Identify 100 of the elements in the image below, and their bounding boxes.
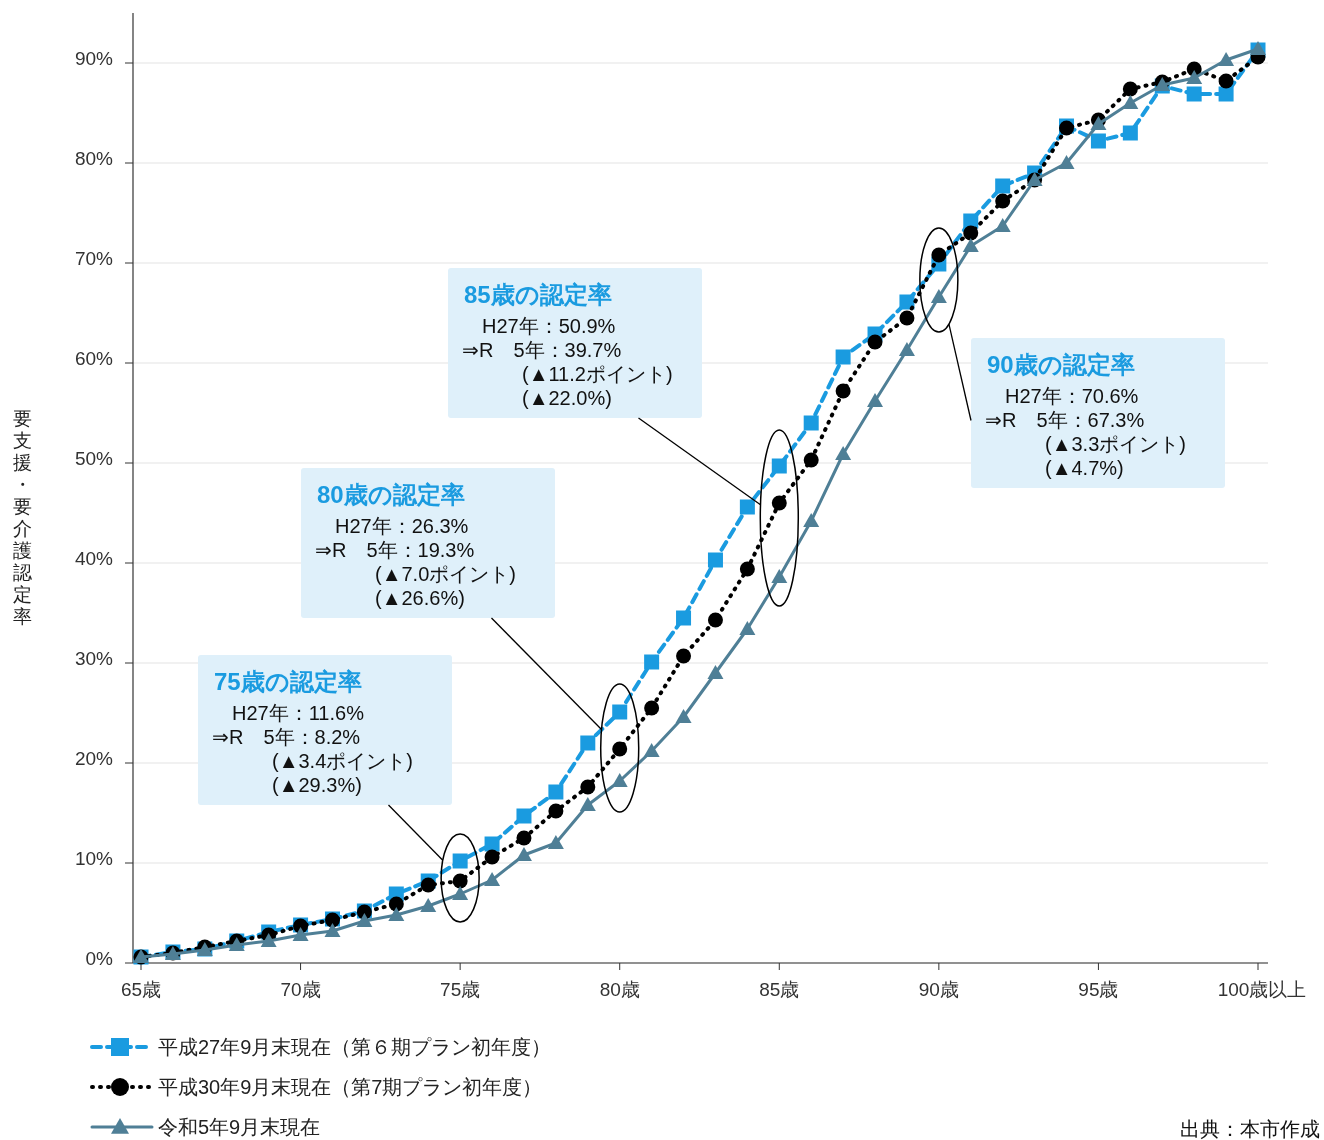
point bbox=[739, 561, 755, 577]
y-tick-label: 50% bbox=[74, 448, 114, 470]
point bbox=[1186, 70, 1203, 84]
point bbox=[452, 853, 468, 869]
annotation: 90歳の認定率 bbox=[987, 351, 1135, 378]
annotation: 85歳の認定率 bbox=[464, 281, 612, 308]
x-tick-label: 65歳 bbox=[120, 979, 162, 1000]
point bbox=[388, 896, 404, 912]
point bbox=[676, 610, 692, 626]
point bbox=[260, 933, 277, 947]
annotation: (▲11.2ポイント) bbox=[522, 363, 673, 385]
point bbox=[963, 225, 979, 241]
point bbox=[899, 294, 915, 310]
text: 要支援・要介護認定率 bbox=[12, 408, 32, 627]
point bbox=[835, 349, 851, 365]
point bbox=[1186, 86, 1202, 102]
point bbox=[803, 415, 819, 431]
annotation: ⇒R 5年：19.3% bbox=[315, 539, 475, 561]
y-tick-label: 20% bbox=[74, 748, 114, 770]
point bbox=[771, 458, 787, 474]
y-tick-label: 60% bbox=[74, 348, 114, 370]
point bbox=[994, 218, 1011, 232]
x-tick-label: 100歳以上 bbox=[1217, 979, 1307, 1000]
point bbox=[1090, 116, 1107, 130]
y-tick-label: 90% bbox=[74, 48, 114, 70]
point bbox=[1122, 81, 1138, 97]
x-tick-label: 90歳 bbox=[918, 979, 959, 1000]
point bbox=[324, 923, 341, 937]
point bbox=[452, 873, 468, 889]
legend-label: 平成30年9月末現在（第7期プラン初年度） bbox=[158, 1076, 543, 1098]
point bbox=[739, 621, 756, 635]
annotation: (▲26.6%) bbox=[375, 587, 465, 609]
annotation: 80歳の認定率 bbox=[317, 481, 465, 508]
point bbox=[803, 513, 820, 527]
annotation: (▲3.4ポイント) bbox=[272, 750, 413, 772]
point bbox=[516, 808, 532, 824]
point bbox=[452, 886, 469, 900]
point bbox=[707, 612, 723, 628]
point bbox=[1058, 155, 1075, 169]
annotation: (▲4.7%) bbox=[1045, 457, 1124, 479]
point bbox=[676, 648, 692, 664]
point bbox=[643, 743, 660, 757]
x-tick-label: 85歳 bbox=[759, 979, 800, 1000]
point bbox=[1218, 86, 1234, 102]
point bbox=[707, 665, 724, 679]
point bbox=[612, 741, 628, 757]
point bbox=[228, 937, 245, 951]
point bbox=[388, 907, 405, 921]
point bbox=[707, 552, 723, 568]
annotation: ⇒R 5年：8.2% bbox=[212, 726, 361, 748]
point bbox=[835, 383, 851, 399]
point bbox=[516, 830, 532, 846]
annotation: H27年：26.3% bbox=[335, 515, 469, 537]
y-tick-label: 40% bbox=[74, 548, 114, 570]
point bbox=[962, 238, 979, 252]
annotation: H27年：11.6% bbox=[232, 702, 365, 724]
annotation: 75歳の認定率 bbox=[214, 668, 362, 695]
annotation: (▲22.0%) bbox=[522, 387, 612, 409]
point bbox=[611, 773, 628, 787]
annotation: H27年：50.9% bbox=[482, 315, 616, 337]
point bbox=[644, 654, 660, 670]
annotation: (▲3.3ポイント) bbox=[1045, 433, 1186, 455]
point bbox=[739, 499, 755, 515]
legend-label: 令和5年9月末現在 bbox=[158, 1116, 321, 1138]
point bbox=[292, 927, 309, 941]
x-tick-label: 75歳 bbox=[440, 979, 481, 1000]
y-tick-label: 0% bbox=[85, 948, 114, 970]
point bbox=[420, 877, 436, 893]
x-tick-label: 70歳 bbox=[280, 979, 321, 1000]
point bbox=[547, 835, 564, 849]
point bbox=[580, 779, 596, 795]
point bbox=[420, 898, 437, 912]
point bbox=[867, 334, 883, 350]
y-tick-label: 70% bbox=[74, 248, 114, 270]
point bbox=[867, 393, 884, 407]
annotation: H27年：70.6% bbox=[1005, 385, 1139, 407]
point bbox=[548, 803, 564, 819]
point bbox=[612, 704, 628, 720]
point bbox=[579, 797, 596, 811]
point bbox=[484, 872, 501, 886]
point bbox=[1122, 125, 1138, 141]
point bbox=[898, 342, 915, 356]
point bbox=[1218, 73, 1234, 89]
legend-label: 平成27年9月末現在（第６期プラン初年度） bbox=[158, 1036, 552, 1058]
point bbox=[931, 247, 947, 263]
point bbox=[356, 913, 373, 927]
point bbox=[771, 569, 788, 583]
point bbox=[644, 700, 660, 716]
x-tick-label: 80歳 bbox=[599, 979, 640, 1000]
point bbox=[548, 784, 564, 800]
point bbox=[515, 847, 532, 861]
point bbox=[1090, 133, 1106, 149]
point bbox=[484, 836, 500, 852]
annotation: ⇒R 5年：39.7% bbox=[462, 339, 622, 361]
point bbox=[771, 495, 787, 511]
x-tick-label: 95歳 bbox=[1078, 979, 1119, 1000]
point bbox=[835, 446, 852, 460]
point bbox=[995, 178, 1011, 194]
y-tick-label: 10% bbox=[74, 848, 114, 870]
annotation: (▲29.3%) bbox=[272, 774, 362, 796]
